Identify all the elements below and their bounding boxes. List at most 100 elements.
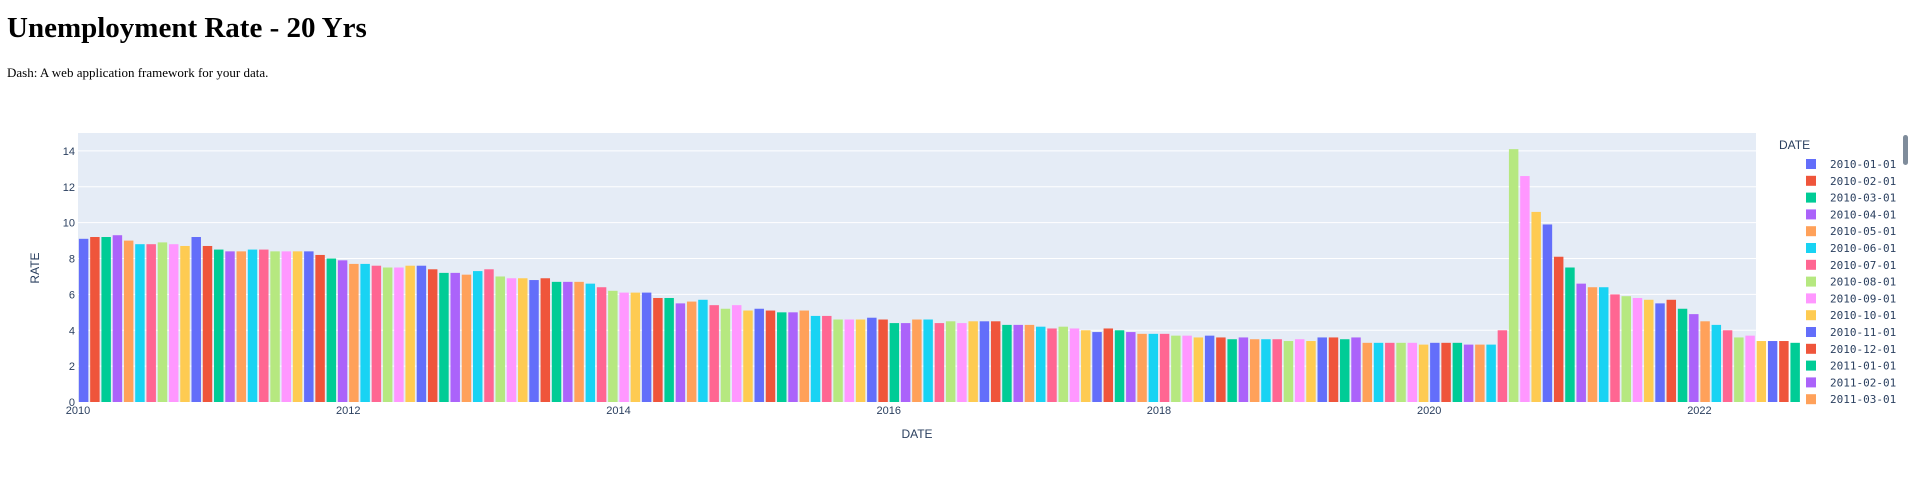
bar[interactable]: [90, 237, 100, 402]
bar[interactable]: [1227, 339, 1237, 402]
bar[interactable]: [168, 244, 179, 402]
bar[interactable]: [1463, 344, 1474, 402]
bar[interactable]: [1520, 176, 1530, 402]
bar[interactable]: [1418, 344, 1429, 402]
bar[interactable]: [1272, 339, 1282, 402]
bar[interactable]: [574, 281, 584, 402]
bar[interactable]: [855, 319, 866, 402]
bar[interactable]: [1542, 224, 1553, 402]
bar[interactable]: [439, 272, 449, 402]
bar[interactable]: [788, 312, 798, 402]
bar[interactable]: [473, 271, 483, 402]
bar[interactable]: [686, 301, 697, 402]
bar[interactable]: [540, 278, 551, 402]
bar[interactable]: [1171, 335, 1181, 402]
bars[interactable]: [78, 149, 1800, 403]
bar[interactable]: [1497, 330, 1508, 402]
bar[interactable]: [405, 265, 415, 402]
bar[interactable]: [1689, 314, 1699, 402]
bar[interactable]: [799, 310, 809, 402]
bar[interactable]: [1328, 337, 1339, 402]
bar[interactable]: [416, 265, 427, 402]
bar[interactable]: [990, 321, 1001, 402]
bar[interactable]: [157, 242, 168, 402]
legend-item[interactable]: 2011-01-01: [1806, 360, 1896, 373]
bar[interactable]: [394, 267, 404, 403]
bar[interactable]: [1216, 337, 1226, 402]
bar[interactable]: [1114, 330, 1125, 402]
bar[interactable]: [608, 290, 618, 402]
bar[interactable]: [1058, 326, 1068, 402]
legend-item[interactable]: 2010-11-01: [1806, 326, 1896, 339]
bar[interactable]: [698, 299, 708, 402]
bar[interactable]: [1137, 333, 1147, 402]
bar[interactable]: [518, 278, 528, 402]
bar[interactable]: [1407, 342, 1418, 402]
bar[interactable]: [1475, 344, 1485, 402]
bar[interactable]: [1666, 299, 1677, 402]
bar[interactable]: [585, 283, 596, 402]
bar[interactable]: [506, 278, 517, 402]
bar[interactable]: [923, 319, 933, 402]
bar[interactable]: [1396, 342, 1406, 402]
bar[interactable]: [1486, 344, 1496, 402]
bar[interactable]: [1047, 328, 1057, 402]
bar[interactable]: [777, 312, 787, 402]
bar[interactable]: [315, 254, 325, 402]
bar[interactable]: [1767, 341, 1778, 402]
bar[interactable]: [934, 323, 945, 402]
bar[interactable]: [709, 305, 719, 402]
bar[interactable]: [450, 272, 460, 402]
bar[interactable]: [878, 319, 888, 402]
bar[interactable]: [641, 292, 652, 402]
bar[interactable]: [529, 280, 539, 402]
bar[interactable]: [281, 251, 292, 402]
legend-item[interactable]: 2010-07-01: [1806, 259, 1896, 272]
bar[interactable]: [844, 319, 855, 402]
bar[interactable]: [630, 292, 641, 402]
bar[interactable]: [1722, 330, 1733, 402]
legend-item[interactable]: 2010-09-01: [1806, 292, 1896, 305]
bar[interactable]: [236, 251, 246, 402]
bar[interactable]: [731, 305, 742, 402]
legend[interactable]: 2010-01-01 2010-02-01 2010-03-01 2010-04-01…: [1806, 158, 1896, 406]
bar[interactable]: [810, 315, 821, 402]
bar[interactable]: [360, 263, 370, 402]
bar[interactable]: [1565, 267, 1575, 403]
bar[interactable]: [900, 323, 911, 402]
bar[interactable]: [1610, 294, 1620, 402]
bar[interactable]: [101, 237, 111, 402]
bar[interactable]: [135, 244, 145, 402]
bar[interactable]: [1159, 333, 1170, 402]
bar[interactable]: [1362, 342, 1372, 402]
bar[interactable]: [461, 274, 472, 402]
bar[interactable]: [214, 249, 224, 402]
bar[interactable]: [78, 238, 89, 402]
bar[interactable]: [1373, 342, 1384, 402]
bar[interactable]: [968, 321, 978, 402]
bar[interactable]: [945, 321, 956, 402]
bar[interactable]: [551, 281, 562, 402]
bar[interactable]: [484, 269, 494, 402]
bar[interactable]: [743, 310, 753, 402]
legend-item[interactable]: 2010-10-01: [1806, 309, 1896, 322]
bar[interactable]: [225, 251, 235, 402]
bar[interactable]: [1261, 339, 1271, 402]
legend-item[interactable]: 2010-04-01: [1806, 208, 1896, 221]
bar[interactable]: [382, 267, 393, 403]
bar[interactable]: [1340, 339, 1350, 402]
bar[interactable]: [596, 287, 607, 402]
bar[interactable]: [1013, 324, 1023, 402]
bar[interactable]: [326, 258, 337, 402]
legend-scrollbar[interactable]: [1903, 135, 1908, 165]
bar[interactable]: [371, 265, 382, 402]
bar[interactable]: [1238, 337, 1249, 402]
bar[interactable]: [1553, 256, 1564, 402]
bar[interactable]: [180, 245, 190, 402]
legend-item[interactable]: 2010-12-01: [1806, 343, 1896, 356]
bar[interactable]: [912, 319, 922, 402]
bar[interactable]: [292, 251, 303, 402]
bar[interactable]: [664, 297, 674, 402]
legend-item[interactable]: 2010-01-01: [1806, 158, 1896, 171]
